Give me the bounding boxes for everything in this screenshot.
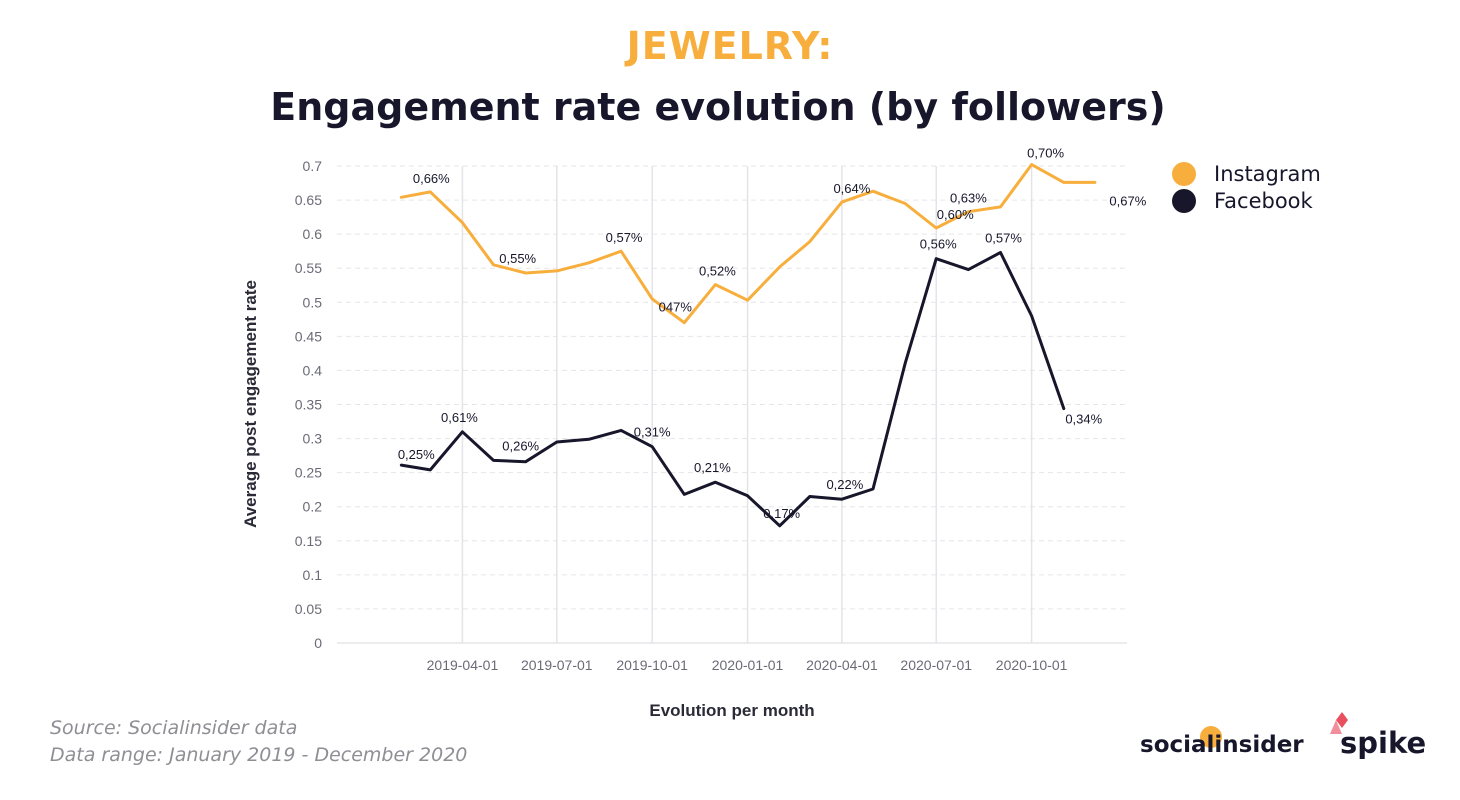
x-axis-title: Evolution per month — [649, 701, 814, 720]
legend-item-facebook[interactable]: Facebook — [1172, 187, 1321, 214]
data-label-facebook: 0,34% — [1065, 412, 1102, 427]
data-range-text: Data range: January 2019 - December 2020 — [50, 744, 468, 766]
data-label-facebook: 0,56% — [920, 237, 957, 252]
data-label-instagram: 0,66% — [413, 171, 450, 186]
legend-label-facebook: Facebook — [1214, 188, 1313, 213]
y-tick-label: 0.25 — [295, 465, 322, 481]
data-label-facebook: 0,26% — [502, 439, 539, 454]
source-text: Source: Socialinsider data — [50, 717, 298, 739]
series-line-facebook — [399, 251, 1066, 528]
data-label-instagram: 0,67% — [1109, 193, 1146, 208]
y-tick-label: 0.55 — [295, 260, 322, 276]
data-label-instagram: 0,63% — [950, 191, 987, 206]
y-tick-label: 0.4 — [303, 362, 323, 378]
y-tick-label: 0.15 — [295, 533, 322, 549]
legend-label-instagram: Instagram — [1214, 161, 1321, 186]
y-tick-label: 0.65 — [295, 192, 322, 208]
y-tick-label: 0.6 — [303, 226, 323, 242]
legend-item-instagram[interactable]: Instagram — [1172, 160, 1321, 187]
data-label-facebook: 0,25% — [398, 447, 435, 462]
source-note: Source: Socialinsider data Data range: J… — [50, 715, 467, 769]
x-tick-label: 2019-10-01 — [616, 657, 688, 673]
data-label-instagram: 0,57% — [606, 230, 643, 245]
y-tick-label: 0.7 — [303, 158, 323, 174]
y-tick-label: 0.1 — [303, 567, 323, 583]
x-tick-label: 2019-07-01 — [521, 657, 593, 673]
chart-legend: Instagram Facebook — [1172, 160, 1321, 214]
y-tick-label: 0.2 — [303, 499, 323, 515]
spike-logo-mark — [1330, 712, 1348, 734]
socialinsider-logo: socialinsider — [1140, 732, 1304, 758]
x-tick-label: 2020-01-01 — [712, 657, 784, 673]
legend-swatch-facebook — [1172, 188, 1196, 213]
x-tick-label: 2020-07-01 — [900, 657, 972, 673]
legend-swatch-instagram — [1172, 161, 1196, 186]
data-label-facebook: 0,31% — [634, 425, 671, 440]
x-tick-label: 2020-04-01 — [806, 657, 878, 673]
data-label-instagram: 047% — [659, 300, 693, 315]
data-label-facebook: 0,57% — [985, 231, 1022, 246]
y-tick-label: 0 — [314, 635, 322, 651]
y-tick-label: 0.05 — [295, 601, 322, 617]
data-label-instagram: 0,52% — [699, 264, 736, 279]
spike-logo: spike — [1340, 726, 1427, 760]
data-label-facebook: 0,21% — [694, 460, 731, 475]
data-label-instagram: 0,55% — [499, 251, 536, 266]
data-label-facebook: 0,22% — [826, 477, 863, 492]
y-tick-label: 0.35 — [295, 397, 322, 413]
socialinsider-logo-dot — [1200, 726, 1222, 748]
data-label-facebook: 0,61% — [441, 410, 478, 425]
chart-title: Engagement rate evolution (by followers) — [270, 85, 1166, 129]
series-line-instagram — [399, 163, 1097, 325]
x-tick-label: 2019-04-01 — [427, 657, 499, 673]
data-label-instagram: 0,70% — [1027, 146, 1064, 161]
x-tick-label: 2020-10-01 — [996, 657, 1068, 673]
y-tick-label: 0.3 — [303, 431, 323, 447]
data-label-instagram: 0,60% — [937, 207, 974, 222]
data-label-instagram: 0,64% — [833, 181, 870, 196]
y-tick-label: 0.45 — [295, 328, 322, 344]
chart-category-title: JEWELRY: — [626, 24, 834, 68]
y-tick-label: 0.5 — [303, 294, 323, 310]
y-axis-title: Average post engagement rate — [241, 280, 260, 528]
data-label-facebook: 0,17% — [763, 506, 800, 521]
